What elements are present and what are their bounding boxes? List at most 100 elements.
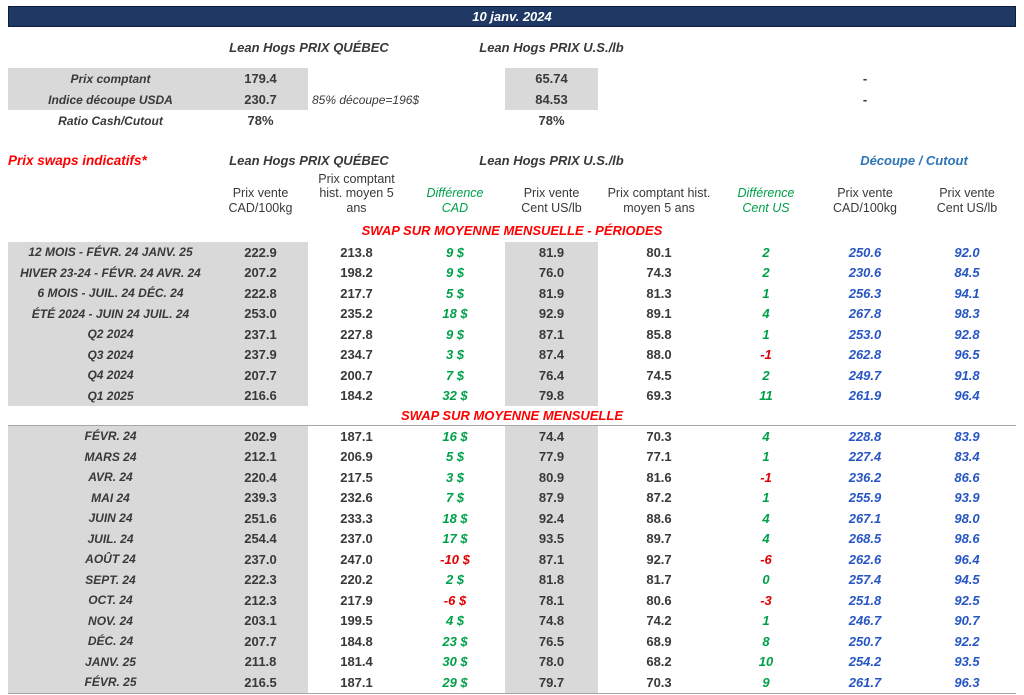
us-hist-cell: 88.6	[646, 510, 672, 526]
us-sell-cell: 87.9	[505, 487, 598, 508]
qc-hist-cell: 232.6	[340, 490, 373, 506]
swap-row: AVR. 24 220.4 217.5 3 $ 80.9 81.6 -1 236.2 86.6	[8, 467, 1016, 488]
swaps-section: Prix swaps indicatifs* Lean Hogs PRIX QU…	[8, 150, 1016, 694]
us-hist-cell: 74.2	[646, 613, 672, 629]
spot-row-label: Ratio Cash/Cutout	[58, 113, 163, 128]
qc-hist-cell: 206.9	[340, 449, 373, 465]
diff-us-cell: -3	[760, 592, 772, 608]
us-hist-cell: 85.8	[646, 326, 672, 342]
label-cell: JUIN 24	[8, 508, 213, 529]
us-sell-cell: 87.1	[505, 324, 598, 345]
us-hist-cell: 74.3	[646, 265, 672, 281]
diff-us-cell: -1	[760, 469, 772, 485]
section-header-row: SWAP SUR MOYENNE MENSUELLE	[8, 406, 1016, 426]
diff-cad-cell: 9 $	[445, 265, 465, 281]
qc-sell-cell: 253.0	[213, 303, 308, 324]
qc-sell-cell: 237.1	[213, 324, 308, 345]
label-cell: 6 MOIS - JUIL. 24 DÉC. 24	[8, 283, 213, 304]
qc-sell-cell: 207.7	[213, 631, 308, 652]
diff-cad-cell: 16 $	[442, 428, 468, 444]
qc-sell-cell: 203.1	[213, 610, 308, 631]
label-cell: FÉVR. 24	[8, 426, 213, 447]
cutout-note: 85% découpe=196$	[312, 92, 420, 107]
diff-cad-cell: 29 $	[442, 674, 468, 690]
qc-sell-cell: 222.3	[213, 569, 308, 590]
cutout-cad-cell: 251.8	[848, 592, 882, 608]
diff-cad-cell: 9 $	[445, 244, 465, 260]
cutout-cad-cell: 262.6	[848, 551, 882, 567]
qc-sell-cell: 211.8	[213, 651, 308, 672]
swap-row: FÉVR. 25 216.5 187.1 29 $ 79.7 70.3 9 261.7 96.3	[8, 672, 1016, 693]
diff-cad-cell: 32 $	[442, 388, 468, 404]
label-cell: MARS 24	[8, 446, 213, 467]
diff-cad-cell: 5 $	[445, 449, 465, 465]
spot-us-value: 84.53	[505, 89, 598, 110]
label-cell: FÉVR. 25	[8, 672, 213, 693]
cutout-cad-cell: 236.2	[848, 469, 882, 485]
us-sell-cell: 74.4	[505, 426, 598, 447]
qc-hist-cell: 227.8	[340, 326, 373, 342]
qc-hist-cell: 184.8	[340, 633, 373, 649]
spot-section: Lean Hogs PRIX QUÉBEC Lean Hogs PRIX U.S…	[8, 39, 1016, 131]
label-cell: JANV. 25	[8, 651, 213, 672]
us-sell-cell: 92.9	[505, 303, 598, 324]
qc-hist-cell: 247.0	[340, 551, 373, 567]
us-sell-cell: 78.0	[505, 651, 598, 672]
swap-row: MARS 24 212.1 206.9 5 $ 77.9 77.1 1 227.4 83.4	[8, 446, 1016, 467]
col-header-us-sell: Prix vente Cent US/lb	[521, 186, 582, 215]
cutout-us-cell: 91.8	[954, 367, 980, 383]
label-cell: Q4 2024	[8, 365, 213, 386]
us-sell-cell: 76.0	[505, 262, 598, 283]
label-cell: SEPT. 24	[8, 569, 213, 590]
label-cell: Q1 2025	[8, 385, 213, 406]
section-title: SWAP SUR MOYENNE MENSUELLE - PÉRIODES	[361, 222, 663, 238]
cutout-us-cell: 92.8	[954, 326, 980, 342]
cutout-cad-cell: 262.8	[848, 347, 882, 363]
diff-us-cell: -6	[760, 551, 772, 567]
cutout-cad-cell: 254.2	[848, 654, 882, 670]
cutout-cad-cell: 267.1	[848, 510, 882, 526]
cutout-us-cell: 86.6	[954, 469, 980, 485]
qc-hist-cell: 198.2	[340, 265, 373, 281]
col-header-us-hist: Prix comptant hist. moyen 5 ans	[607, 186, 711, 215]
us-sell-cell: 81.9	[505, 242, 598, 263]
cutout-cad-cell: 227.4	[848, 449, 882, 465]
us-hist-cell: 74.5	[646, 367, 672, 383]
spot-row-indice-decoupe: Indice découpe USDA 230.7 85% découpe=19…	[8, 89, 1016, 110]
spot-row-label: Prix comptant	[8, 68, 213, 89]
us-hist-cell: 80.6	[646, 592, 672, 608]
diff-cad-cell: 4 $	[445, 613, 465, 629]
spot-quebec-value: 230.7	[213, 89, 308, 110]
qc-sell-cell: 207.7	[213, 365, 308, 386]
col-header-cutout-us: Prix vente Cent US/lb	[936, 186, 998, 215]
diff-cad-cell: 30 $	[442, 654, 468, 670]
us-sell-cell: 77.9	[505, 446, 598, 467]
diff-cad-cell: -6 $	[443, 592, 467, 608]
cutout-us-cell: 96.3	[954, 674, 980, 690]
spot-dash: -	[862, 92, 868, 107]
diff-cad-cell: -10 $	[440, 551, 470, 567]
qc-sell-cell: 237.9	[213, 344, 308, 365]
us-sell-cell: 79.8	[505, 385, 598, 406]
us-hist-cell: 81.7	[646, 572, 672, 588]
label-cell: Q2 2024	[8, 324, 213, 345]
diff-us-cell: -1	[760, 347, 772, 363]
diff-us-cell: 4	[762, 510, 770, 526]
swaps-title: Prix swaps indicatifs*	[8, 152, 147, 168]
us-hist-cell: 69.3	[646, 388, 672, 404]
us-sell-cell: 92.4	[505, 508, 598, 529]
cutout-us-cell: 98.6	[954, 531, 980, 547]
us-sell-cell: 76.4	[505, 365, 598, 386]
spot-quebec-header: Lean Hogs PRIX QUÉBEC	[229, 39, 389, 55]
diff-us-cell: 0	[762, 572, 770, 588]
cutout-us-cell: 84.5	[954, 265, 980, 281]
col-header-diff-cad: Différence CAD	[426, 186, 484, 215]
cutout-us-cell: 92.0	[954, 244, 980, 260]
cutout-us-cell: 92.2	[954, 633, 980, 649]
label-cell: AVR. 24	[8, 467, 213, 488]
swaps-us-group-header: Lean Hogs PRIX U.S./lb	[479, 152, 624, 168]
diff-us-cell: 1	[762, 490, 770, 506]
label-cell: OCT. 24	[8, 590, 213, 611]
qc-sell-cell: 222.8	[213, 283, 308, 304]
